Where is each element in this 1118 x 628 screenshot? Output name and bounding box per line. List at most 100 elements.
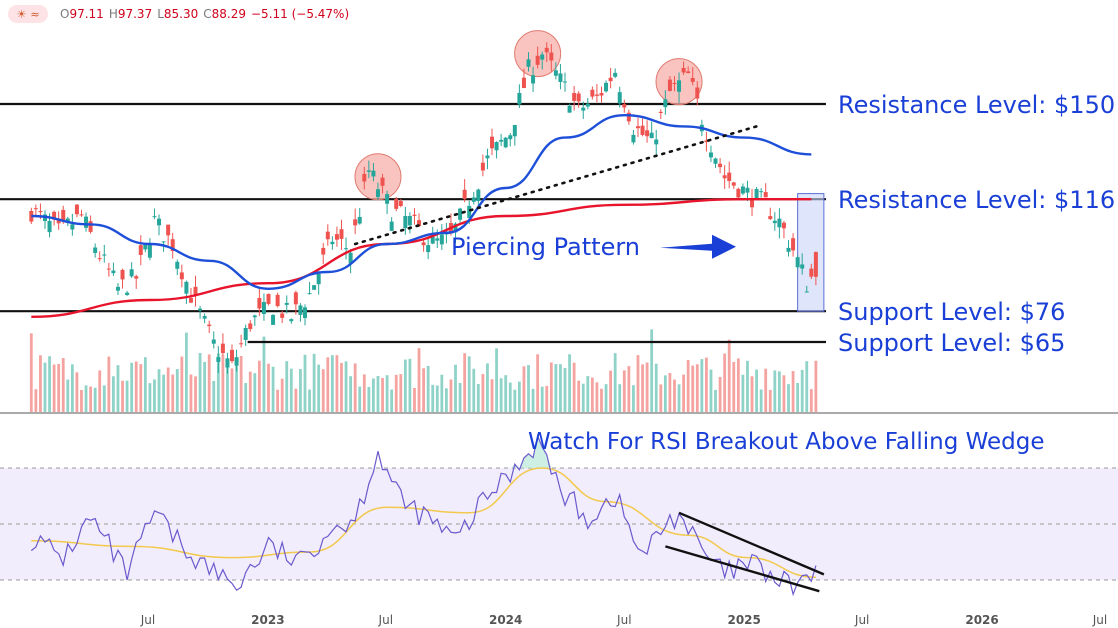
candle-body: [727, 172, 732, 182]
volume-bar: [344, 361, 348, 412]
volume-bar: [604, 384, 608, 412]
candle-body: [216, 357, 221, 362]
volume-bar: [102, 385, 106, 412]
volume-bar: [125, 380, 129, 412]
volume-bar: [736, 358, 740, 412]
volume-bar: [116, 365, 120, 412]
candle-body: [430, 236, 435, 244]
volume-bar: [112, 376, 115, 412]
volume-bar: [777, 371, 781, 412]
volume-bar: [239, 356, 243, 412]
candle-body: [585, 103, 590, 107]
candle-body: [494, 142, 499, 151]
candle-body: [604, 82, 609, 92]
volume-bar: [262, 336, 266, 412]
candle-body: [170, 239, 175, 251]
candle-body: [371, 170, 376, 177]
candle-body: [439, 234, 444, 245]
candle-body: [348, 252, 353, 264]
volume-bar: [435, 385, 439, 412]
volume-bar: [189, 374, 193, 412]
volume-bar: [408, 358, 412, 412]
short-moving-average: [31, 113, 812, 291]
volume-bar: [390, 389, 394, 412]
x-tick-label-0: Jul: [140, 613, 155, 627]
candle-body: [480, 162, 485, 171]
candle-body: [453, 223, 458, 233]
volume-bar: [349, 376, 353, 412]
long-moving-average: [31, 197, 812, 318]
candle-body: [157, 218, 162, 226]
volume-bar: [540, 386, 544, 412]
volume-bar: [34, 389, 38, 412]
candle-body: [677, 80, 682, 92]
x-tick-label-6: Jul: [854, 613, 869, 627]
volume-bar: [495, 348, 498, 412]
volume-bar: [294, 388, 298, 412]
volume-bar: [746, 360, 749, 412]
volume-bar: [171, 374, 175, 412]
volume-bar: [705, 357, 708, 412]
volume-bar: [613, 353, 617, 412]
volume-bar: [80, 389, 83, 412]
volume-bar: [422, 368, 425, 412]
candle-body: [120, 269, 125, 280]
candle-body: [800, 264, 805, 269]
candle-body: [330, 241, 335, 245]
volume-bar: [431, 384, 435, 412]
volume-bar: [257, 360, 261, 412]
volume-bar: [52, 364, 56, 412]
candle-body: [467, 205, 472, 218]
volume-bar: [134, 361, 138, 412]
candle-body: [763, 192, 768, 198]
volume-bar: [586, 376, 590, 412]
candle-body: [786, 247, 791, 252]
rsi-line: [30, 433, 817, 597]
volume-bar: [43, 362, 47, 412]
level-label-2: Support Level: $76: [838, 298, 1065, 326]
symbol-logo[interactable]: ☀ ≈: [8, 5, 48, 23]
volume-bar: [226, 362, 229, 412]
wave-icon: ≈: [30, 7, 40, 21]
candle-body: [731, 182, 736, 186]
candle-body: [417, 220, 422, 227]
candle-body: [394, 198, 399, 209]
volume-bar: [299, 369, 302, 412]
volume-bar: [718, 376, 722, 412]
candle-body: [152, 216, 157, 218]
candle-body: [531, 75, 536, 84]
candle-body: [147, 245, 152, 258]
candle-body: [33, 208, 38, 210]
candle-body: [490, 136, 495, 149]
candle-body: [188, 297, 193, 303]
candle-body: [234, 357, 239, 366]
candle-body: [581, 107, 586, 111]
candle-body: [540, 54, 545, 60]
volume-bar: [723, 353, 727, 412]
candle-body: [544, 47, 549, 53]
candle-body: [412, 214, 417, 216]
volume-bar: [253, 373, 257, 412]
candle-body: [736, 188, 741, 198]
candle-body: [759, 191, 764, 193]
volume-bar: [814, 360, 818, 412]
sun-icon: ☀: [16, 7, 27, 21]
candle-body: [471, 197, 476, 202]
volume-bar: [267, 363, 270, 412]
candle-body: [754, 189, 759, 200]
candle-body: [225, 358, 230, 368]
candle-body: [166, 224, 171, 236]
candle-body: [70, 224, 75, 230]
level-label-3: Support Level: $65: [838, 329, 1065, 357]
candle-body: [517, 92, 522, 105]
candle-body: [813, 252, 818, 277]
candle-body: [339, 229, 344, 239]
low-value: L85.30: [157, 7, 199, 21]
volume-bar: [727, 339, 731, 412]
volume-bar: [70, 364, 74, 412]
volume-bar: [759, 389, 763, 412]
volume-bar: [800, 369, 804, 412]
volume-bar: [367, 386, 371, 412]
pattern-label: Piercing Pattern: [451, 233, 640, 261]
